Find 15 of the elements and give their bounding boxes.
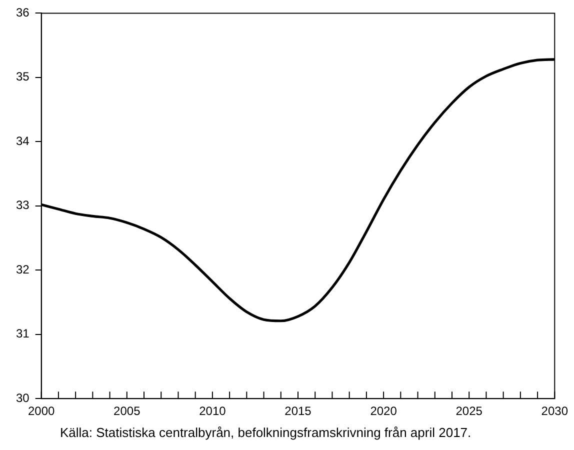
y-tick-label: 32 <box>16 262 30 276</box>
y-tick-label: 30 <box>16 390 30 405</box>
x-tick-label: 2000 <box>28 404 56 418</box>
y-tick-label: 35 <box>16 70 30 84</box>
x-tick-label: 2005 <box>114 404 141 418</box>
x-tick-label: 2010 <box>199 404 226 418</box>
y-tick-label: 33 <box>16 198 30 212</box>
x-tick-label: 2020 <box>370 404 398 418</box>
y-tick-label: 34 <box>16 134 30 148</box>
y-tick-label: 31 <box>16 326 30 341</box>
y-tick-label: 36 <box>16 6 30 20</box>
x-tick-label: 2025 <box>456 404 483 418</box>
x-tick-label: 2015 <box>284 404 312 418</box>
text: Källa: Statistiska centralbyrån, befolkningsframskrivning från april 2017. <box>60 425 472 440</box>
x-tick-label: 2030 <box>541 404 568 418</box>
